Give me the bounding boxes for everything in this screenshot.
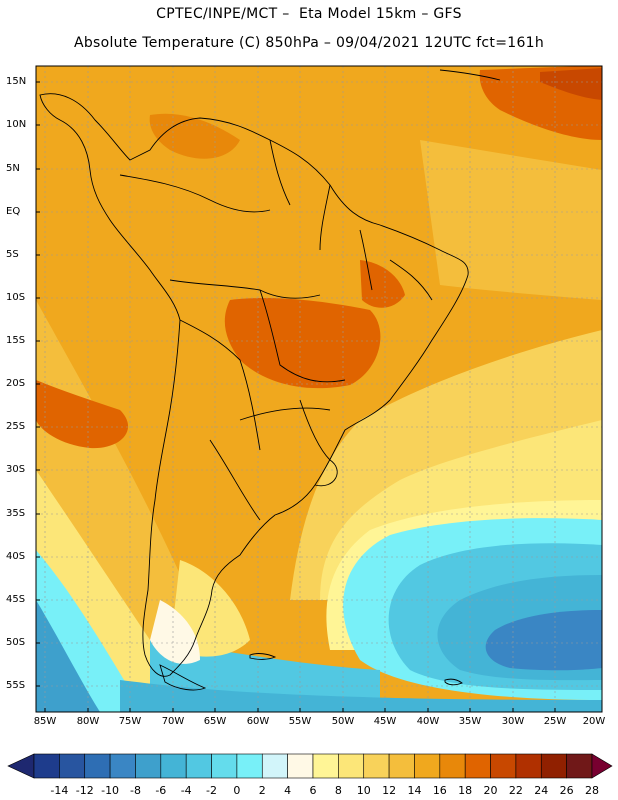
colorbar-label: 2 (258, 784, 266, 797)
colorbar-swatch (135, 753, 162, 779)
colorbar-label: 22 (508, 784, 523, 797)
colorbar-swatch (185, 753, 212, 779)
lon-label: 45W (373, 716, 397, 727)
colorbar-swatch (211, 753, 238, 779)
colorbar-label: 0 (233, 784, 241, 797)
lat-label: 25S (6, 421, 26, 432)
lon-label: 75W (118, 716, 142, 727)
colorbar-label: 18 (458, 784, 473, 797)
lat-label: 15N (6, 76, 27, 87)
lat-label: 10N (6, 119, 27, 130)
colorbar-swatch (59, 753, 86, 779)
colorbar-swatch (160, 753, 187, 779)
colorbar-label: 10 (356, 784, 371, 797)
colorbar (7, 753, 613, 779)
lat-label: 5S (6, 249, 19, 260)
colorbar-label: 4 (284, 784, 292, 797)
colorbar-swatch (439, 753, 466, 779)
colorbar-label: -2 (206, 784, 218, 797)
colorbar-swatch (464, 753, 491, 779)
colorbar-low-arrow (7, 753, 35, 779)
lon-label: 60W (246, 716, 270, 727)
colorbar-label: 12 (382, 784, 397, 797)
colorbar-label: 8 (334, 784, 342, 797)
colorbar-swatch (515, 753, 542, 779)
colorbar-label: -6 (155, 784, 167, 797)
colorbar-swatch (236, 753, 263, 779)
chart-subtitle: Absolute Temperature (C) 850hPa – 09/04/… (73, 35, 545, 51)
lat-label: EQ (6, 206, 21, 217)
colorbar-swatch (261, 753, 288, 779)
lat-label: 10S (6, 292, 26, 303)
chart-title: CPTEC/INPE/MCT – Eta Model 15km – GFS (156, 6, 462, 22)
lon-label: 50W (331, 716, 355, 727)
colorbar-label: 14 (407, 784, 422, 797)
lon-label: 25W (543, 716, 567, 727)
coastline (39, 69, 501, 691)
lon-label: 40W (416, 716, 440, 727)
colorbar-swatch (566, 753, 593, 779)
lat-label: 35S (6, 508, 26, 519)
colorbar-swatch (109, 753, 136, 779)
colorbar-swatch (388, 753, 415, 779)
lat-label: 45S (6, 594, 26, 605)
axis-ticks (36, 81, 556, 712)
lon-label: 70W (161, 716, 185, 727)
colorbar-label: -12 (75, 784, 94, 797)
lon-label: 35W (458, 716, 482, 727)
lat-label: 50S (6, 637, 26, 648)
graticule (36, 66, 602, 712)
colorbar-swatch (33, 753, 60, 779)
colorbar-swatch (312, 753, 339, 779)
lat-label: 15S (6, 335, 26, 346)
colorbar-swatch (540, 753, 567, 779)
colorbar-swatch (338, 753, 365, 779)
lat-label: 55S (6, 680, 26, 691)
colorbar-label: -8 (129, 784, 141, 797)
colorbar-label: 16 (432, 784, 447, 797)
colorbar-high-arrow (591, 753, 613, 779)
colorbar-label: 28 (585, 784, 599, 797)
lat-label: 40S (6, 551, 26, 562)
temperature-field (36, 66, 602, 712)
colorbar-swatch (84, 753, 111, 779)
colorbar-label: -14 (50, 784, 69, 797)
colorbar-label: 24 (534, 784, 549, 797)
colorbar-label: 26 (559, 784, 574, 797)
map-frame (35, 65, 603, 713)
colorbar-label: 6 (309, 784, 317, 797)
colorbar-swatch (490, 753, 517, 779)
lon-label: 80W (76, 716, 100, 727)
lat-label: 30S (6, 464, 26, 475)
lon-label: 85W (33, 716, 57, 727)
lon-label: 65W (203, 716, 227, 727)
lat-label: 5N (6, 163, 20, 174)
colorbar-label: -10 (101, 784, 120, 797)
lon-label: 55W (288, 716, 312, 727)
colorbar-swatch (363, 753, 390, 779)
colorbar-swatch (414, 753, 441, 779)
colorbar-swatch (287, 753, 314, 779)
lat-label: 20S (6, 378, 26, 389)
colorbar-label: 20 (483, 784, 498, 797)
lon-label: 20W (582, 716, 606, 727)
colorbar-label: -4 (180, 784, 192, 797)
lon-label: 30W (501, 716, 525, 727)
